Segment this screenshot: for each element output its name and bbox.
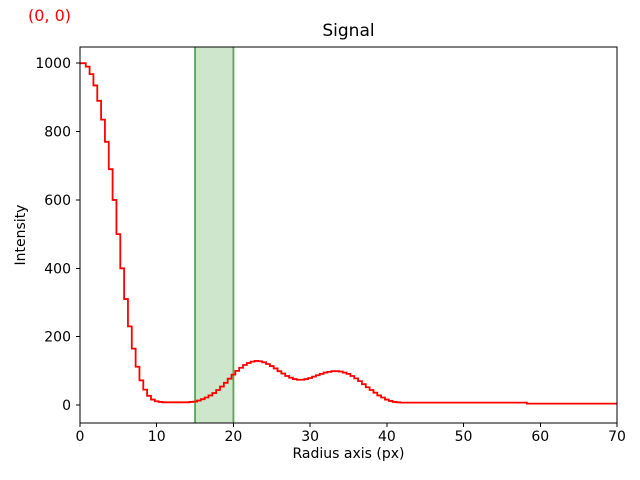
y-tick-label: 800	[44, 125, 71, 141]
y-tick-label: 1000	[35, 56, 71, 72]
x-axis-label: Radius axis (px)	[292, 446, 405, 462]
signal-step-line	[80, 62, 617, 405]
x-tick-label: 0	[76, 429, 85, 445]
x-tick-label: 70	[608, 429, 626, 445]
origin-annotation: (0, 0)	[28, 6, 72, 25]
x-tick-label: 20	[225, 429, 243, 445]
chart-title: Signal	[322, 21, 375, 41]
x-tick-label: 30	[301, 429, 319, 445]
highlight-band-fill	[195, 47, 234, 423]
x-tick-label: 40	[378, 429, 396, 445]
x-tick-label: 50	[455, 429, 473, 445]
y-tick-label: 0	[62, 398, 71, 414]
x-tick-label: 10	[148, 429, 166, 445]
y-axis-ticks: 0 200 400 600 800 1000	[35, 56, 80, 414]
plot-frame	[79, 46, 618, 424]
y-tick-label: 200	[44, 330, 71, 346]
x-axis-ticks: 0 10 20 30 40 50 60 70	[76, 423, 626, 445]
highlight-band	[194, 47, 235, 423]
y-tick-label: 400	[44, 261, 71, 277]
x-tick-label: 60	[531, 429, 549, 445]
y-tick-label: 600	[44, 193, 71, 209]
